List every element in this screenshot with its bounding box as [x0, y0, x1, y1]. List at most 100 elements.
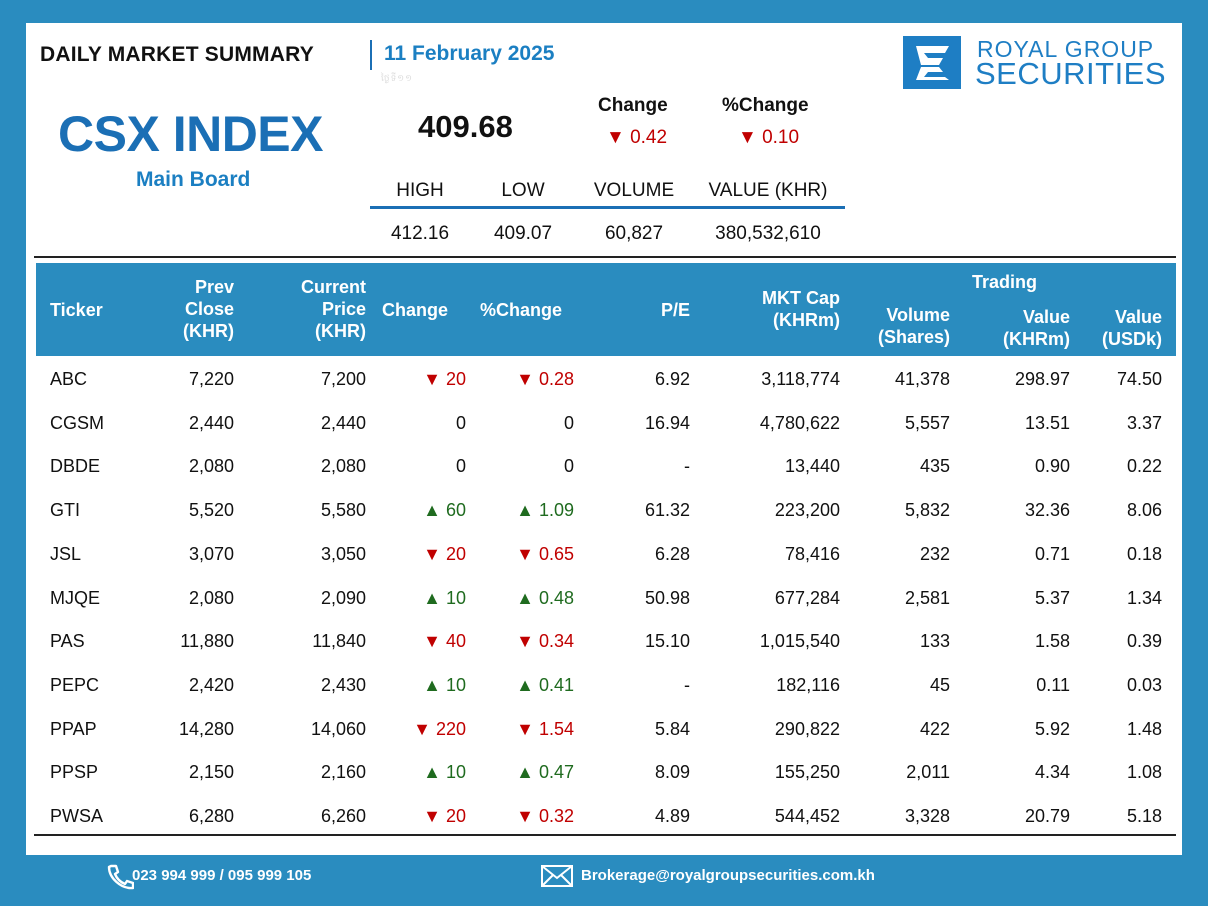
cell-vol: 422 [919, 718, 950, 739]
table-row: JSL 3,070 3,050 ▼ 20 ▼ 0.65 6.28 78,416 232 0.71… [36, 532, 1176, 576]
index-name: CSX INDEX [58, 106, 324, 162]
col-change: Change [382, 300, 449, 320]
faint-subtitle: ថ្ងៃទី១១ [381, 73, 413, 83]
cell-pchg: ▲ 0.41 [516, 674, 574, 695]
title-divider [370, 40, 372, 70]
col-value-usd: Value (USDk) [1101, 307, 1162, 349]
table-header: Ticker Prev Close (KHR) Current Price (KHR) … [36, 263, 1176, 356]
cell-pchg: ▼ 0.32 [516, 806, 574, 826]
cell-vusd: 0.03 [1126, 674, 1162, 695]
cell-cap: 223,200 [774, 500, 840, 521]
cell-cap: 1,015,540 [759, 631, 840, 652]
cell-cap: 677,284 [774, 587, 840, 608]
cell-cur: 2,090 [320, 587, 366, 608]
cell-vkhr: 0.11 [1036, 674, 1070, 695]
cell-cur: 6,260 [320, 806, 366, 826]
cell-vusd: 1.34 [1126, 587, 1162, 608]
cell-pe: 5.84 [654, 718, 690, 739]
stat-high: 412.16 [390, 223, 450, 244]
cell-chg: ▼ 20 [423, 806, 466, 826]
cell-cap: 544,452 [774, 806, 840, 826]
col-value-khr: Value (KHRm) [1003, 307, 1070, 349]
table-row: ABC 7,220 7,200 ▼ 20 ▼ 0.28 6.92 3,118,774 41,3… [36, 357, 1176, 401]
table-row: PAS 11,880 11,840 ▼ 40 ▼ 0.34 15.10 1,015,540 1… [36, 619, 1176, 663]
cell-vusd: 1.08 [1126, 762, 1162, 783]
cell-vkhr: 5.92 [1034, 718, 1070, 739]
cell-chg: ▲ 10 [423, 762, 466, 783]
cell-cur: 2,430 [320, 674, 366, 695]
cell-cap: 155,250 [774, 762, 840, 783]
stat-label-high: HIGH [396, 180, 444, 201]
col-current: Current Price (KHR) [300, 277, 366, 341]
logo-text-bottom: SECURITIES [975, 56, 1167, 91]
cell-prev: 3,070 [188, 543, 234, 564]
cell-prev: 6,280 [188, 806, 234, 826]
cell-cur: 11,840 [312, 631, 366, 652]
cell-ticker: PPSP [50, 762, 99, 783]
stat-label-volume: VOLUME [593, 180, 675, 201]
cell-cur: 7,200 [320, 369, 366, 389]
cell-cur: 2,080 [320, 456, 366, 477]
cell-vol: 3,328 [904, 806, 950, 826]
cell-vol: 435 [919, 456, 950, 477]
cell-chg: ▲ 60 [423, 500, 466, 521]
cell-pchg: ▼ 0.28 [516, 369, 574, 389]
cell-pchg: ▼ 0.65 [516, 543, 574, 564]
cell-ticker: PWSA [50, 806, 104, 826]
cell-chg: ▼ 220 [413, 718, 466, 739]
cell-cap: 13,440 [784, 456, 840, 477]
cell-pchg: ▼ 1.54 [516, 718, 574, 739]
cell-ticker: GTI [50, 500, 80, 521]
cell-pe: 15.10 [644, 631, 690, 652]
cell-pe: - [684, 674, 690, 695]
table-bottom-rule [34, 834, 1176, 836]
cell-pe: - [684, 456, 690, 477]
cell-vusd: 5.18 [1126, 806, 1162, 826]
cell-cur: 3,050 [320, 543, 366, 564]
mail-icon [540, 864, 574, 893]
cell-vol: 45 [929, 674, 950, 695]
cell-ticker: DBDE [50, 456, 101, 477]
cell-prev: 2,080 [188, 456, 234, 477]
cell-cur: 2,160 [320, 762, 366, 783]
change-label: Change [598, 95, 668, 116]
cell-chg: ▼ 20 [423, 543, 466, 564]
index-change: ▼ 0.42 [606, 127, 668, 148]
cell-vusd: 1.48 [1126, 718, 1162, 739]
cell-prev: 7,220 [188, 369, 234, 389]
cell-vol: 5,832 [904, 500, 950, 521]
cell-cap: 3,118,774 [761, 369, 840, 389]
stat-low: 409.07 [493, 223, 553, 244]
cell-ticker: PEPC [50, 674, 100, 695]
cell-vkhr: 298.97 [1014, 369, 1070, 389]
cell-vkhr: 1.58 [1034, 631, 1070, 652]
table-row: GTI 5,520 5,580 ▲ 60 ▲ 1.09 61.32 223,200 5,832… [36, 488, 1176, 532]
col-pchange: %Change [480, 300, 563, 320]
cell-ticker: PPAP [50, 718, 97, 739]
cell-vusd: 0.39 [1126, 631, 1162, 652]
cell-pchg: 0 [563, 456, 574, 477]
cell-ticker: JSL [50, 543, 82, 564]
cell-vusd: 0.22 [1126, 456, 1162, 477]
cell-chg: ▼ 20 [423, 369, 466, 389]
board-name: Main Board [136, 168, 251, 191]
cell-pe: 4.89 [654, 806, 690, 826]
stat-label-low: LOW [501, 180, 545, 201]
cell-pe: 6.28 [654, 543, 690, 564]
cell-vkhr: 20.79 [1024, 806, 1070, 826]
cell-pe: 61.32 [644, 500, 690, 521]
cell-ticker: ABC [50, 369, 88, 389]
cell-prev: 11,880 [180, 631, 234, 652]
cell-vol: 2,011 [906, 762, 950, 783]
stat-value: 380,532,610 [715, 223, 821, 244]
col-pe: P/E [660, 300, 690, 320]
logo-text-top: ROYAL GROUP [977, 36, 1155, 62]
report-date: 11 February 2025 [384, 42, 555, 65]
cell-vkhr: 13.51 [1024, 412, 1070, 433]
cell-prev: 5,520 [188, 500, 234, 521]
table-row: PPSP 2,150 2,160 ▲ 10 ▲ 0.47 8.09 155,250 2,011… [36, 750, 1176, 794]
cell-pe: 8.09 [654, 762, 690, 783]
cell-vol: 133 [919, 631, 950, 652]
col-ticker: Ticker [50, 300, 103, 320]
cell-vol: 232 [919, 543, 950, 564]
